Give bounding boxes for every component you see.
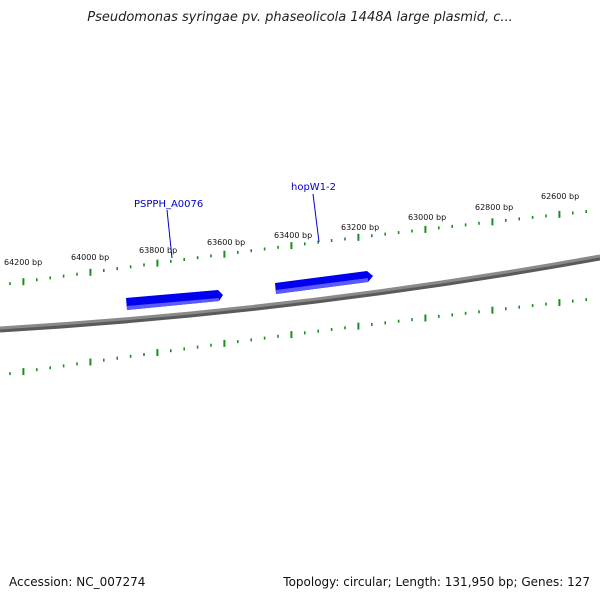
- tick-label: 63200 bp: [341, 223, 379, 232]
- map-title: Pseudomonas syringae pv. phaseolicola 14…: [87, 10, 513, 25]
- gene-arrow-highlight: [127, 298, 219, 310]
- topology-summary: Topology: circular; Length: 131,950 bp; …: [283, 575, 590, 589]
- tick-label: 62800 bp: [475, 203, 513, 212]
- tick-label: 63800 bp: [139, 246, 177, 255]
- plasmid-backbone-shadow: [0, 255, 600, 333]
- tick-label: 63000 bp: [408, 213, 446, 222]
- inner-tick-ring: [9, 298, 588, 376]
- gene-label: PSPPH_A0076: [134, 199, 203, 210]
- tick-label: 63400 bp: [274, 231, 312, 240]
- gene-label-leader: [166, 209, 173, 259]
- tick-labels: 64200 bp 64000 bp 63800 bp 63600 bp 6340…: [4, 192, 579, 267]
- plasmid-backbone: [0, 254, 600, 330]
- gene-hopw1-2[interactable]: hopW1-2: [275, 182, 373, 294]
- accession-text: Accession: NC_007274: [9, 575, 146, 589]
- tick-label: 64000 bp: [71, 253, 109, 262]
- tick-label: 64200 bp: [4, 258, 42, 267]
- outer-tick-ring: [9, 210, 588, 286]
- tick-label: 62600 bp: [541, 192, 579, 201]
- gene-arrow-highlight: [276, 278, 368, 294]
- gene-pspph-a0076[interactable]: PSPPH_A0076: [126, 199, 223, 310]
- gene-label: hopW1-2: [291, 182, 336, 193]
- tick-label: 63600 bp: [207, 238, 245, 247]
- gene-label-leader: [312, 193, 320, 243]
